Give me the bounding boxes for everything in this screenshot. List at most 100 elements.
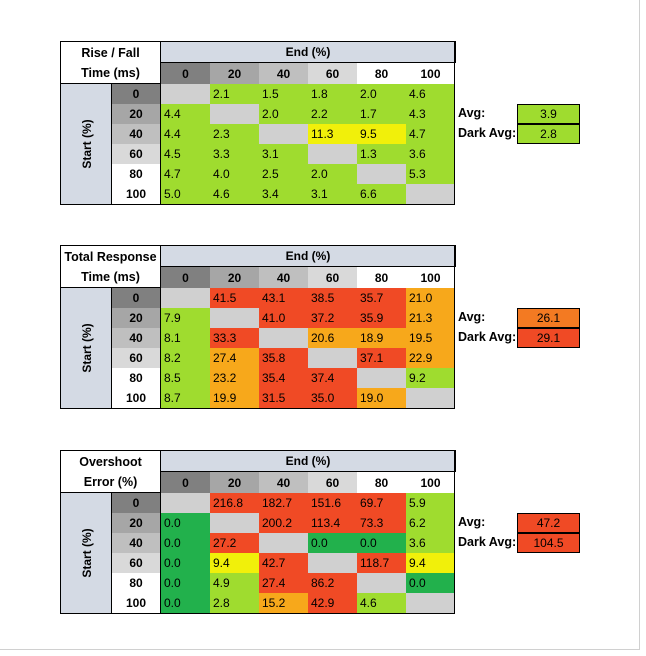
- data-cell: 113.4: [308, 513, 357, 533]
- table-title-line: Rise / Fall: [81, 45, 140, 60]
- table-panel-1: Total Response Time (ms) End (%) Start (%) 0…: [60, 245, 590, 415]
- diagonal-cell: [161, 493, 210, 513]
- row-axis-header-box: Start (%): [60, 493, 112, 614]
- data-cell: 38.5: [308, 288, 357, 308]
- table-panel-0: Rise / Fall Time (ms) End (%) Start (%) 0 20 4…: [60, 41, 590, 211]
- row-axis-header-box: Start (%): [60, 288, 112, 409]
- row-header-0: 0: [112, 288, 161, 308]
- data-cell: 43.1: [259, 288, 308, 308]
- data-cell: 2.0: [357, 84, 406, 104]
- dark-avg-label: Dark Avg:: [458, 126, 517, 140]
- diagonal-cell: [308, 348, 357, 368]
- data-cell: 19.9: [210, 388, 259, 408]
- data-cell: 35.7: [357, 288, 406, 308]
- row-header-60: 60: [112, 553, 161, 573]
- data-cell: 2.2: [308, 104, 357, 124]
- row-header-0: 0: [112, 84, 161, 104]
- diagonal-cell: [357, 368, 406, 388]
- column-header-20: 20: [210, 267, 259, 288]
- data-cell: 35.4: [259, 368, 308, 388]
- diagonal-cell: [210, 104, 259, 124]
- data-cell: 4.3: [406, 104, 455, 124]
- data-cell: 4.5: [161, 144, 210, 164]
- data-cell: 0.0: [161, 533, 210, 553]
- data-cell: 182.7: [259, 493, 308, 513]
- data-cell: 5.9: [406, 493, 455, 513]
- data-cell: 151.6: [308, 493, 357, 513]
- column-header-40: 40: [259, 63, 308, 84]
- diagonal-cell: [210, 308, 259, 328]
- diagonal-cell: [259, 124, 308, 144]
- data-cell: 2.8: [210, 593, 259, 613]
- column-header-60: 60: [308, 472, 357, 493]
- column-header-0: 0: [161, 472, 210, 493]
- data-cell: 0.0: [357, 533, 406, 553]
- avg-label: Avg:: [458, 515, 486, 529]
- data-cell: 69.7: [357, 493, 406, 513]
- data-cell: 4.0: [210, 164, 259, 184]
- data-cell: 1.8: [308, 84, 357, 104]
- data-cell: 4.6: [406, 84, 455, 104]
- table-title: Rise / Fall Time (ms): [60, 41, 161, 84]
- data-cell: 0.0: [161, 513, 210, 533]
- data-cell: 3.6: [406, 144, 455, 164]
- diagonal-cell: [308, 553, 357, 573]
- data-cell: 9.5: [357, 124, 406, 144]
- row-axis-header: Start (%): [80, 119, 94, 169]
- data-cell: 27.4: [210, 348, 259, 368]
- data-cell: 4.9: [210, 573, 259, 593]
- data-cell: 2.1: [210, 84, 259, 104]
- data-cell: 37.2: [308, 308, 357, 328]
- data-cell: 22.9: [406, 348, 455, 368]
- data-cell: 5.3: [406, 164, 455, 184]
- data-cell: 9.4: [210, 553, 259, 573]
- data-cell: 19.5: [406, 328, 455, 348]
- data-cell: 3.4: [259, 184, 308, 204]
- data-cell: 3.3: [210, 144, 259, 164]
- avg-label: Avg:: [458, 106, 486, 120]
- diagonal-cell: [210, 513, 259, 533]
- data-cell: 21.0: [406, 288, 455, 308]
- data-cell: 8.7: [161, 388, 210, 408]
- row-header-40: 40: [112, 533, 161, 553]
- diagonal-cell: [406, 388, 455, 408]
- row-header-60: 60: [112, 348, 161, 368]
- data-cell: 0.0: [406, 573, 455, 593]
- data-cell: 0.0: [308, 533, 357, 553]
- data-cell: 20.6: [308, 328, 357, 348]
- data-cell: 42.7: [259, 553, 308, 573]
- diagonal-cell: [259, 533, 308, 553]
- diagonal-cell: [357, 164, 406, 184]
- data-cell: 31.5: [259, 388, 308, 408]
- column-header-0: 0: [161, 63, 210, 84]
- data-cell: 33.3: [210, 328, 259, 348]
- data-cell: 18.9: [357, 328, 406, 348]
- data-cell: 19.0: [357, 388, 406, 408]
- data-cell: 118.7: [357, 553, 406, 573]
- row-header-80: 80: [112, 368, 161, 388]
- data-cell: 1.3: [357, 144, 406, 164]
- data-cell: 1.5: [259, 84, 308, 104]
- row-axis-header: Start (%): [80, 528, 94, 578]
- row-axis-header-box: Start (%): [60, 84, 112, 205]
- data-cell: 11.3: [308, 124, 357, 144]
- data-cell: 73.3: [357, 513, 406, 533]
- data-cell: 0.0: [161, 573, 210, 593]
- table-title: Total Response Time (ms): [60, 245, 161, 288]
- data-cell: 3.1: [308, 184, 357, 204]
- column-axis-header: End (%): [161, 41, 456, 63]
- data-cell: 4.7: [161, 164, 210, 184]
- data-cell: 4.4: [161, 124, 210, 144]
- data-cell: 0.0: [161, 553, 210, 573]
- data-cell: 2.0: [259, 104, 308, 124]
- data-cell: 21.3: [406, 308, 455, 328]
- data-cell: 6.2: [406, 513, 455, 533]
- data-cell: 4.6: [210, 184, 259, 204]
- data-cell: 15.2: [259, 593, 308, 613]
- data-cell: 27.4: [259, 573, 308, 593]
- data-cell: 4.6: [357, 593, 406, 613]
- column-header-20: 20: [210, 472, 259, 493]
- dark-avg-value: 104.5: [517, 533, 580, 553]
- data-cell: 27.2: [210, 533, 259, 553]
- row-axis-header: Start (%): [80, 323, 94, 373]
